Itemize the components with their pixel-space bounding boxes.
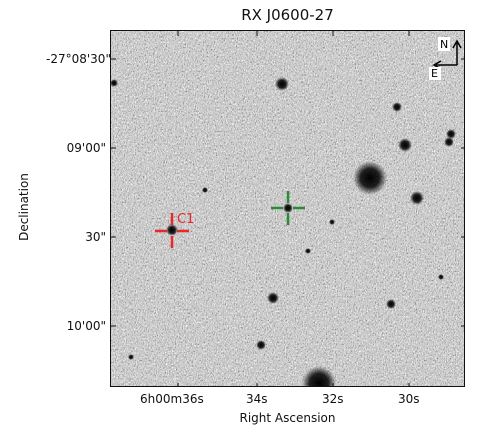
stars: [111, 77, 456, 386]
star: [444, 137, 454, 147]
ra-tick-label-0: 6h00m36s: [140, 392, 204, 406]
star: [202, 187, 208, 193]
star: [283, 203, 293, 213]
star: [386, 299, 396, 309]
star: [410, 191, 424, 205]
ra-tick-label-1: 34s: [246, 392, 268, 406]
star: [166, 224, 178, 236]
star: [256, 340, 266, 350]
marker-label-c1: C1: [177, 212, 194, 227]
star: [275, 77, 289, 91]
star: [267, 292, 279, 304]
star: [128, 354, 134, 360]
star: [438, 274, 444, 280]
dec-tick-label-1: 09'00": [66, 141, 106, 155]
star: [305, 248, 311, 254]
star: [353, 161, 387, 195]
star: [302, 366, 336, 386]
dec-tick-label-0: -27°08'30": [46, 52, 111, 66]
compass-east-label: E: [431, 67, 438, 80]
dec-tick-label-2: 30": [85, 230, 106, 244]
green-crosshair-marker: [271, 191, 305, 225]
star: [398, 138, 412, 152]
axis-ticks: [111, 31, 464, 386]
ra-tick-label-3: 30s: [398, 392, 420, 406]
star: [111, 79, 118, 87]
star: [446, 129, 456, 139]
dec-tick-label-3: 10'00": [66, 319, 106, 333]
figure-title: RX J0600-27: [241, 6, 334, 24]
sky-image-svg: C1 N E: [111, 31, 464, 386]
red-crosshair-marker: [155, 213, 189, 248]
star: [392, 102, 402, 112]
x-axis-label: Right Ascension: [239, 411, 336, 425]
compass-north-label: N: [440, 38, 448, 51]
ra-tick-label-2: 32s: [322, 392, 344, 406]
y-axis-label: Declination: [17, 173, 31, 241]
sky-image-panel: C1 N E: [110, 30, 465, 387]
star: [329, 219, 335, 225]
